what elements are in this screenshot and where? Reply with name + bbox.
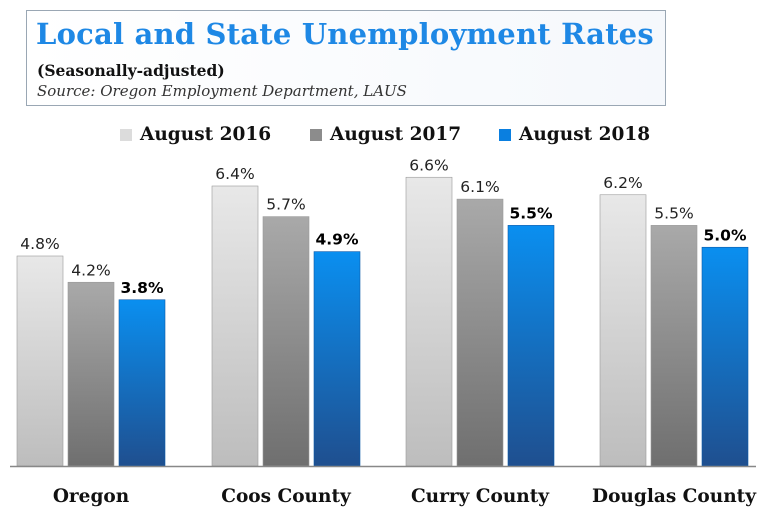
chart-source: Source: Oregon Employment Department, LA…	[37, 82, 407, 100]
category-label-0: Oregon	[53, 486, 130, 507]
bar-2-2	[507, 225, 555, 467]
data-labels-layer: 4.8% 4.2% 3.8% 6.4% 5.7% 4.9% 6.6% 6.1% 5.5% 6.2%…	[20, 156, 747, 297]
data-label-1-1: 5.7%	[266, 196, 305, 214]
legend-label-2018: August 2018	[519, 124, 651, 145]
legend-item-2016: August 2016	[120, 124, 271, 145]
bar-0-1	[67, 281, 115, 467]
title-box: Local and State Unemployment Rates (Seas…	[26, 10, 666, 106]
data-label-3-2: 5.0%	[704, 226, 747, 244]
bar-2-0	[405, 176, 453, 467]
bar-0-2	[118, 299, 166, 467]
legend-swatch-2017	[310, 128, 322, 141]
data-label-2-1: 6.1%	[460, 178, 499, 196]
data-label-1-2: 4.9%	[316, 231, 359, 249]
legend-label-2016: August 2016	[140, 124, 272, 145]
chart-subtitle: (Seasonally-adjusted)	[37, 61, 225, 80]
data-label-1-0: 6.4%	[215, 165, 254, 183]
data-label-0-0: 4.8%	[20, 235, 59, 253]
bar-2-1	[456, 198, 504, 467]
bar-3-1	[650, 225, 698, 467]
bars-layer	[16, 176, 749, 467]
data-label-3-0: 6.2%	[603, 174, 642, 192]
chart-title: Local and State Unemployment Rates	[36, 17, 654, 51]
data-label-3-1: 5.5%	[654, 204, 693, 222]
bar-3-0	[599, 194, 647, 467]
data-label-2-2: 5.5%	[510, 204, 553, 222]
legend-swatch-2016	[120, 128, 132, 141]
legend-item-2017: August 2017	[310, 124, 461, 145]
legend-item-2018: August 2018	[499, 124, 650, 145]
bar-1-1	[262, 216, 310, 467]
legend-label-2017: August 2017	[330, 124, 462, 145]
data-label-2-0: 6.6%	[409, 156, 448, 174]
chart-legend: August 2016 August 2017 August 2018	[0, 124, 766, 148]
bar-1-0	[211, 185, 259, 467]
category-label-1: Coos County	[221, 486, 352, 507]
legend-swatch-2018	[499, 128, 511, 141]
category-labels-layer: Oregon Coos County Curry County Douglas Cou…	[53, 486, 757, 507]
data-label-0-2: 3.8%	[121, 279, 164, 297]
category-label-2: Curry County	[411, 486, 550, 507]
bar-0-0	[16, 255, 64, 467]
bar-1-2	[313, 251, 361, 467]
category-label-3: Douglas County	[592, 486, 757, 507]
data-label-0-1: 4.2%	[71, 261, 110, 279]
bar-3-2	[701, 246, 749, 467]
